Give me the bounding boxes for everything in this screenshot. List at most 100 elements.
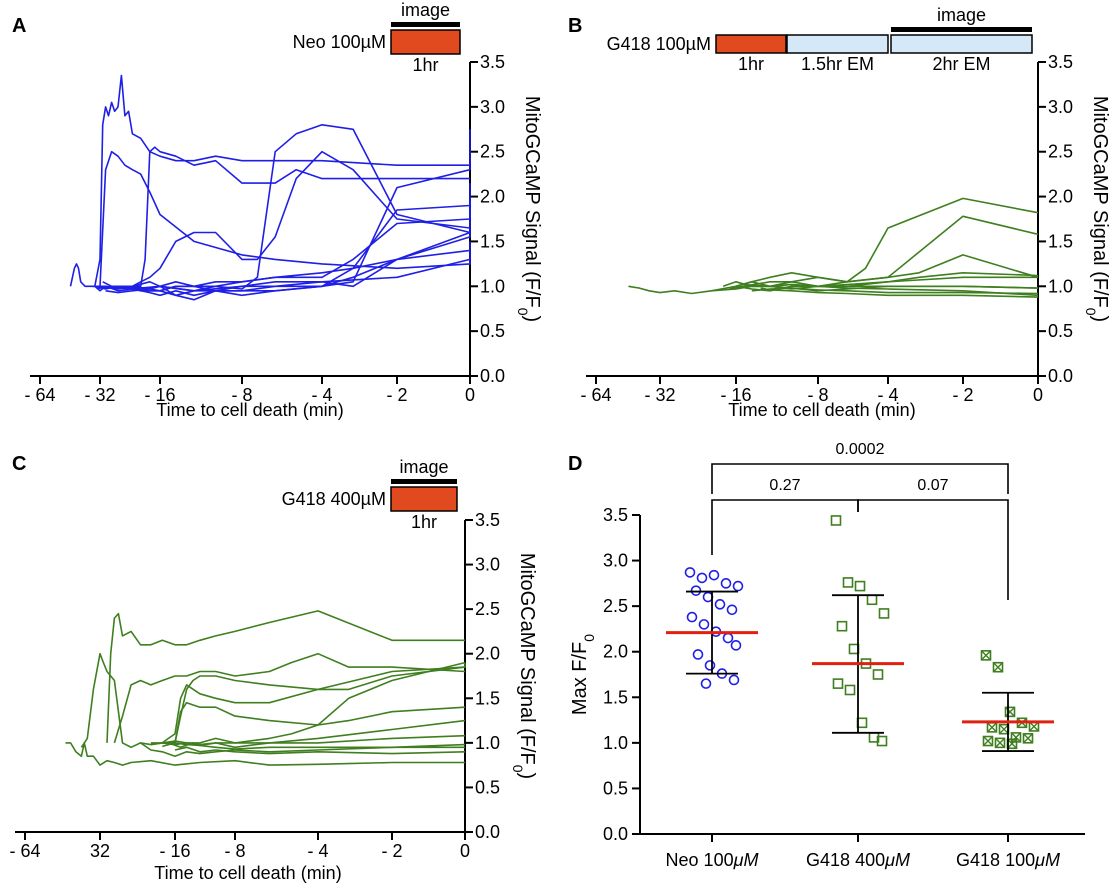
- x-tick-label: - 32: [644, 385, 675, 405]
- y-tick-label: 3.5: [475, 510, 500, 530]
- y-axis-title: Max F/F0: [569, 634, 597, 715]
- trace-line: [174, 746, 466, 755]
- trace-line: [106, 610, 465, 743]
- treatment-bar: [390, 486, 458, 512]
- y-tick-label: 2.0: [480, 187, 505, 207]
- trace-line: [80, 652, 465, 758]
- em-bar: [890, 34, 1033, 54]
- panel-a: A 1hr image Neo 100µM 0.0 0.5 1.0 1.5 2.0 2.5 3.0 3…: [12, 0, 543, 420]
- trace-line: [65, 742, 465, 766]
- x-tick-label: 32: [90, 841, 110, 861]
- image-label: image: [937, 5, 986, 25]
- x-tick-label: - 8: [224, 841, 245, 861]
- data-point-cross: [1007, 738, 1017, 749]
- y-tick-label: 3.5: [480, 52, 505, 72]
- image-label: image: [401, 0, 450, 20]
- y-tick-label: 0.0: [475, 822, 500, 842]
- trace-line: [162, 661, 466, 746]
- trace-line: [760, 287, 1039, 298]
- data-point-cross: [987, 722, 997, 733]
- x-tick-label: 0: [460, 841, 470, 861]
- y-tick-label: 0.5: [480, 321, 505, 341]
- x-tick-label: - 4: [877, 385, 898, 405]
- trace-line: [735, 254, 1039, 288]
- data-point: [692, 649, 704, 660]
- trace-line: [117, 232, 471, 297]
- x-tick-label: - 2: [952, 385, 973, 405]
- y-axis-title-subscript: 0: [581, 634, 597, 642]
- category-unit: μM: [884, 850, 910, 870]
- category-name: Neo 100: [666, 850, 734, 870]
- y-tick-label: 2.0: [1048, 187, 1073, 207]
- trace-line: [94, 124, 471, 290]
- treatment-bar: [390, 29, 461, 55]
- panel-label: B: [568, 15, 582, 37]
- trace-line: [150, 666, 466, 744]
- image-label: image: [399, 457, 448, 477]
- data-point: [842, 577, 854, 588]
- y-axis-title-subscript: 0: [515, 308, 531, 316]
- y-tick-label: 2.5: [480, 142, 505, 162]
- y-tick-label: 1.0: [1048, 276, 1073, 296]
- data-point-cross: [993, 662, 1003, 673]
- data-point-cross: [1005, 706, 1015, 717]
- y-tick-label: 1.0: [480, 276, 505, 296]
- data-point: [696, 572, 708, 584]
- data-point: [872, 669, 884, 680]
- data-point: [722, 632, 734, 644]
- data-point: [732, 580, 744, 592]
- x-axis-title: Time to cell death (min): [156, 400, 343, 420]
- data-point: [980, 650, 992, 661]
- x-tick-label: - 64: [580, 385, 611, 405]
- trace-line: [97, 241, 471, 301]
- data-point: [832, 678, 844, 689]
- data-point: [714, 599, 726, 610]
- data-point: [730, 640, 742, 651]
- bar-duration-label: 1hr: [411, 512, 437, 532]
- x-category-label: G418 100μM: [956, 850, 1060, 870]
- y-tick-label: 3.0: [475, 555, 500, 575]
- drug-concentration-label: G418 100µM: [607, 34, 711, 54]
- data-point-cross: [999, 724, 1009, 735]
- y-axis-title-close: ): [516, 773, 538, 780]
- data-point: [1022, 732, 1034, 744]
- x-axis-title: Time to cell death (min): [728, 400, 915, 420]
- x-tick-label: 0: [1033, 385, 1043, 405]
- drug-concentration-label: G418 400µM: [282, 489, 386, 509]
- y-tick-label: 0.5: [475, 777, 500, 797]
- y-tick-label: 2.5: [1048, 142, 1073, 162]
- y-tick-label: 2.5: [475, 599, 500, 619]
- data-point: [726, 604, 738, 616]
- data-point: [720, 578, 732, 589]
- x-category-label: Neo 100μM: [666, 850, 759, 870]
- panel-label: A: [12, 15, 26, 37]
- x-tick-label: - 8: [807, 385, 828, 405]
- trace-line: [751, 287, 1039, 295]
- data-point: [992, 661, 1004, 673]
- y-tick-label: 1.0: [475, 733, 500, 753]
- x-tick-label: - 64: [24, 385, 55, 405]
- data-point: [1004, 706, 1016, 718]
- x-tick-label: - 8: [231, 385, 252, 405]
- data-point: [698, 619, 710, 630]
- panel-label: C: [12, 453, 26, 475]
- data-point: [728, 674, 740, 686]
- data-point: [704, 660, 716, 671]
- data-point-cross: [995, 737, 1005, 748]
- y-axis-title-main: MitoGCaMP Signal (F/F: [516, 553, 538, 765]
- trace-line: [162, 719, 466, 749]
- y-axis-title-close: ): [1089, 316, 1110, 323]
- data-point-cross: [1011, 732, 1021, 743]
- x-axis-title: Time to cell death (min): [154, 863, 341, 883]
- y-tick-label: 1.5: [480, 231, 505, 251]
- x-tick-label: - 4: [311, 385, 332, 405]
- data-point-cross: [981, 650, 991, 661]
- y-tick-label: 2.5: [603, 596, 628, 616]
- y-tick-label: 1.5: [1048, 231, 1073, 251]
- trace-line: [162, 734, 466, 748]
- bar-duration-label: 1hr: [738, 54, 764, 74]
- data-point-cross: [1023, 733, 1033, 744]
- trace-line: [99, 150, 471, 287]
- trace-line: [102, 201, 471, 292]
- p-value-label: 0.0002: [836, 441, 885, 458]
